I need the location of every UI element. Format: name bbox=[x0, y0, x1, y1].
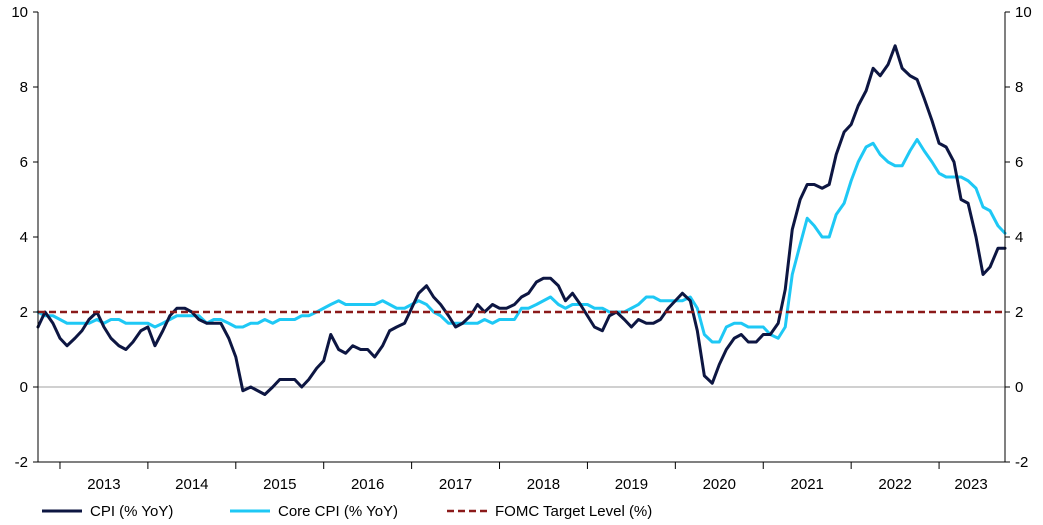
x-tick-label: 2016 bbox=[351, 476, 384, 493]
y-axis-right-ticks: -2 0 2 4 6 8 10 bbox=[1005, 4, 1032, 471]
x-tick-label: 2013 bbox=[87, 476, 120, 493]
y-tick-label-left: 2 bbox=[20, 304, 28, 321]
x-tick-label: 2015 bbox=[263, 476, 296, 493]
x-tick-label: 2023 bbox=[954, 476, 987, 493]
y-tick-label-right: 4 bbox=[1015, 229, 1023, 246]
legend: CPI (% YoY) Core CPI (% YoY) FOMC Target L… bbox=[42, 503, 652, 520]
series-lines bbox=[36, 44, 1007, 396]
y-tick-label-right: 6 bbox=[1015, 154, 1023, 171]
y-axis-left-ticks: -2 0 2 4 6 8 10 bbox=[11, 4, 38, 471]
y-tick-label-left: 0 bbox=[20, 379, 28, 396]
x-axis-ticks: 2013 2014 2015 2016 2017 2018 2019 2020 2021 2022… bbox=[59, 462, 988, 493]
series-line-core-cpi-yoy bbox=[36, 138, 1007, 344]
x-tick-label: 2014 bbox=[175, 476, 208, 493]
legend-label: CPI (% YoY) bbox=[90, 503, 173, 520]
legend-label: FOMC Target Level (%) bbox=[495, 503, 652, 520]
y-tick-label-right: 2 bbox=[1015, 304, 1023, 321]
legend-label: Core CPI (% YoY) bbox=[278, 503, 398, 520]
y-tick-label-left: -2 bbox=[15, 454, 28, 471]
x-tick-label: 2021 bbox=[791, 476, 824, 493]
x-tick-label: 2018 bbox=[527, 476, 560, 493]
y-tick-label-right: -2 bbox=[1015, 454, 1028, 471]
plot-area bbox=[36, 44, 1007, 396]
y-tick-label-left: 6 bbox=[20, 154, 28, 171]
x-tick-label: 2022 bbox=[878, 476, 911, 493]
y-tick-label-right: 0 bbox=[1015, 379, 1023, 396]
x-tick-label: 2020 bbox=[703, 476, 736, 493]
y-tick-label-right: 10 bbox=[1015, 4, 1032, 21]
x-tick-label: 2017 bbox=[439, 476, 472, 493]
axes bbox=[37, 12, 1006, 463]
series-line-cpi-yoy bbox=[36, 44, 1007, 396]
x-tick-label: 2019 bbox=[615, 476, 648, 493]
y-tick-label-left: 8 bbox=[20, 79, 28, 96]
y-tick-label-right: 8 bbox=[1015, 79, 1023, 96]
y-tick-label-left: 4 bbox=[20, 229, 28, 246]
y-tick-label-left: 10 bbox=[11, 4, 28, 21]
